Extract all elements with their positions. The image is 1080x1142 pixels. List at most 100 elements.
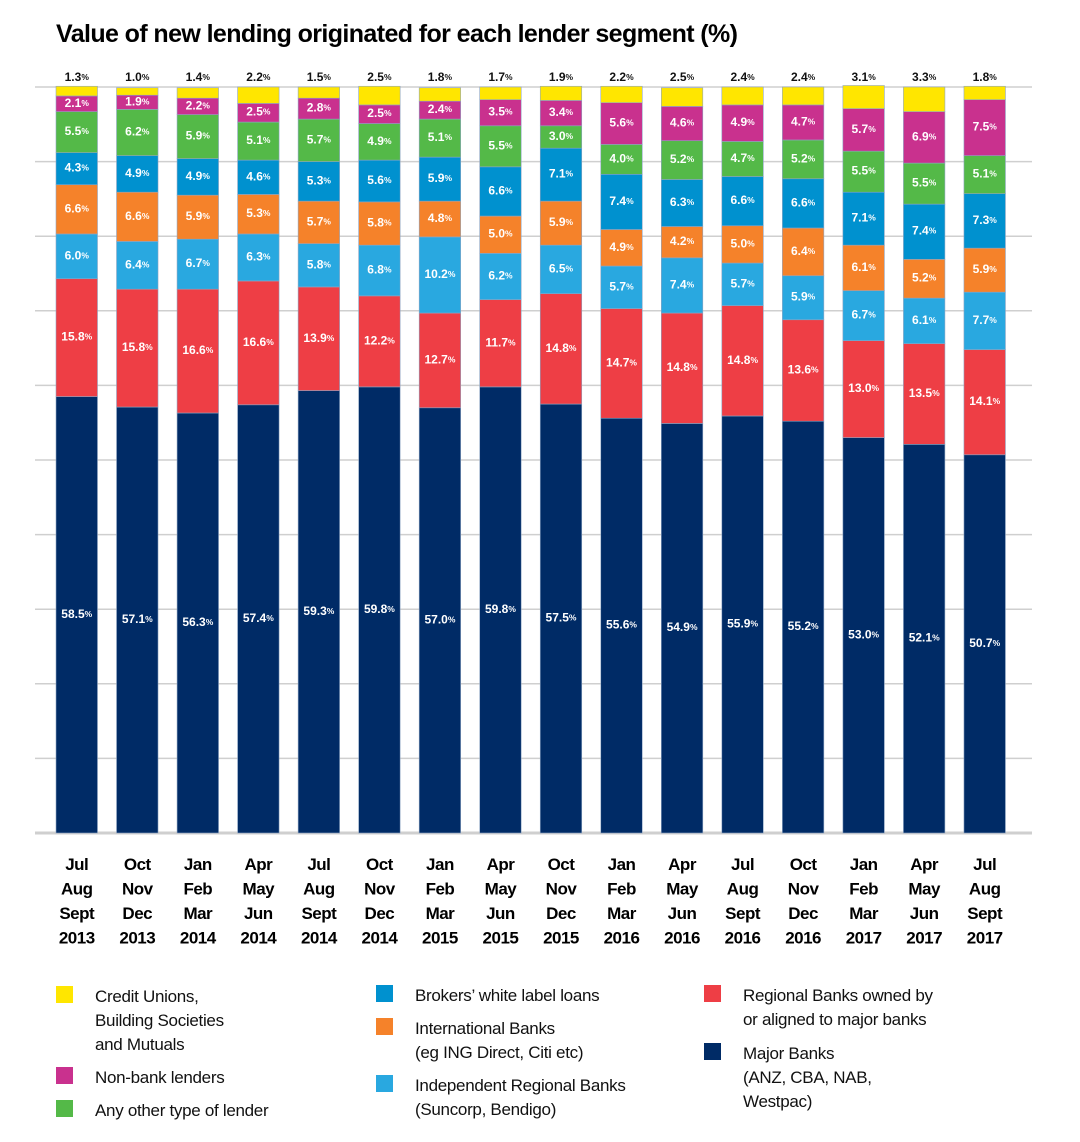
x-tick-label: Apr xyxy=(487,855,516,874)
data-label: 16.6% xyxy=(182,343,213,357)
legend-item-credit-unions: Credit Unions, Building Societies and Mutu… xyxy=(56,985,224,1057)
x-tick-label: 2015 xyxy=(543,929,579,948)
data-label: 4.7% xyxy=(791,115,816,129)
legend-item-non-bank: Non-bank lenders xyxy=(56,1066,225,1090)
legend-item-major-banks: Major Banks (ANZ, CBA, NAB, Westpac) xyxy=(704,1042,872,1114)
x-tick-label: 2016 xyxy=(725,929,761,948)
bar-segment xyxy=(358,85,401,106)
data-label: 6.2% xyxy=(488,269,513,283)
bar-segment xyxy=(539,147,583,202)
data-label: 6.4% xyxy=(125,257,150,271)
x-tick-label: Jan xyxy=(850,855,878,874)
data-label: 4.3% xyxy=(65,161,90,175)
bar-segment xyxy=(358,244,401,297)
bar-segment xyxy=(963,349,1006,456)
legend-label: International Banks (eg ING Direct, Citi … xyxy=(415,1019,584,1062)
bar-segment xyxy=(55,152,98,186)
bar-segment xyxy=(782,319,825,422)
data-label: 59.3% xyxy=(303,604,334,618)
bar-segment xyxy=(237,194,280,235)
x-tick-label: Oct xyxy=(124,855,152,874)
legend-swatch xyxy=(376,1075,393,1092)
bar-segment xyxy=(842,191,885,246)
bar-segment xyxy=(660,140,704,180)
legend-item-brokers: Brokers’ white label loans xyxy=(376,984,600,1008)
legend-item-international: International Banks (eg ING Direct, Citi … xyxy=(376,1017,584,1065)
x-tick-label: Jul xyxy=(731,855,754,874)
data-label: 2.5% xyxy=(367,106,392,120)
data-label: 4.6% xyxy=(246,169,271,183)
data-label: 14.1% xyxy=(969,394,1000,408)
bar-segment xyxy=(903,343,946,445)
bar-segment xyxy=(297,86,340,99)
data-label: 6.3% xyxy=(246,250,271,264)
stacked-bar-chart: 58.5% 15.8% 6.0% 6.6% 4.3% 5.5% 2.1% 1.3% 57.1% 1… xyxy=(35,70,1032,948)
bar-segment xyxy=(782,86,825,106)
data-label: 11.7% xyxy=(485,335,516,349)
data-label: 5.7% xyxy=(609,279,634,293)
bar-segment xyxy=(55,85,98,97)
bar-segment xyxy=(842,290,885,341)
x-tick-label: Oct xyxy=(548,855,576,874)
data-label: 5.2% xyxy=(791,152,816,166)
data-label: 3.5% xyxy=(488,105,513,119)
bar-segment xyxy=(600,85,643,103)
data-label: 6.6% xyxy=(125,209,150,223)
data-label: 4.0% xyxy=(609,152,634,166)
legend-item-regional-aligned: Regional Banks owned by or aligned to maj… xyxy=(704,984,933,1032)
data-label: 55.6% xyxy=(606,618,637,632)
data-label: 6.0% xyxy=(65,249,90,263)
data-label: 5.2% xyxy=(912,271,937,285)
data-label: 56.3% xyxy=(182,615,213,629)
data-label: 12.7% xyxy=(424,353,455,367)
bar-segment xyxy=(55,111,98,153)
legend-label: Independent Regional Banks (Suncorp, Bend… xyxy=(415,1076,626,1119)
x-tick-label: 2017 xyxy=(846,929,882,948)
bar-segment xyxy=(903,111,946,164)
x-tick-label: May xyxy=(243,880,276,899)
x-tick-label: Jul xyxy=(307,855,330,874)
data-label: 10.2% xyxy=(424,267,455,281)
data-label: 4.9% xyxy=(186,169,211,183)
data-label-top: 2.2% xyxy=(609,70,634,84)
legend-label: Major Banks (ANZ, CBA, NAB, Westpac) xyxy=(743,1044,872,1111)
bar-segment xyxy=(600,417,643,834)
data-label: 5.2% xyxy=(670,152,695,166)
bar-segment xyxy=(539,85,583,101)
x-tick-label: Aug xyxy=(969,880,1001,899)
data-label: 5.7% xyxy=(307,215,332,229)
bar-segment xyxy=(660,423,704,834)
legend-swatch xyxy=(56,986,73,1003)
x-tick-label: Nov xyxy=(788,880,820,899)
bar-segment xyxy=(297,118,340,162)
bar-segment xyxy=(600,308,643,419)
data-label: 4.9% xyxy=(367,134,392,148)
data-label: 7.4% xyxy=(609,194,634,208)
x-tick-label: Mar xyxy=(607,904,637,923)
data-label: 4.2% xyxy=(670,234,695,248)
bar-segment xyxy=(55,233,98,280)
x-tick-label: 2014 xyxy=(240,929,277,948)
x-axis-tick-labels: Jul Aug Sept 2013 Oct Nov Dec 2013 Jan Feb Mar 2014… xyxy=(59,855,1004,948)
data-label: 5.7% xyxy=(307,133,332,147)
data-label: 14.8% xyxy=(546,341,577,355)
bar-segment xyxy=(358,201,401,246)
bar-segment xyxy=(176,238,219,290)
data-label: 16.6% xyxy=(243,335,274,349)
data-label: 7.3% xyxy=(973,213,998,227)
data-label: 53.0% xyxy=(848,627,879,641)
bar-segment xyxy=(842,437,885,834)
bar-segment xyxy=(237,233,280,282)
data-label: 15.8% xyxy=(61,330,92,344)
bar-segment xyxy=(116,241,159,290)
bar-segment xyxy=(721,262,764,306)
legend-item-other: Any other type of lender xyxy=(56,1099,269,1123)
bar-segment xyxy=(539,200,583,246)
bar-segment xyxy=(842,150,885,193)
bar-segment xyxy=(600,144,643,175)
data-label: 5.5% xyxy=(488,138,513,152)
data-label: 7.4% xyxy=(912,224,937,238)
data-label: 58.5% xyxy=(61,607,92,621)
data-label: 4.9% xyxy=(730,115,755,129)
legend-label: Brokers’ white label loans xyxy=(415,986,600,1005)
